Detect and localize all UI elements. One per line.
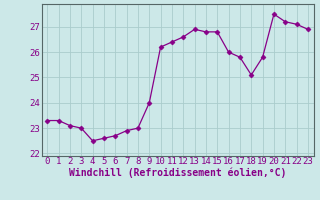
X-axis label: Windchill (Refroidissement éolien,°C): Windchill (Refroidissement éolien,°C) [69,168,286,178]
